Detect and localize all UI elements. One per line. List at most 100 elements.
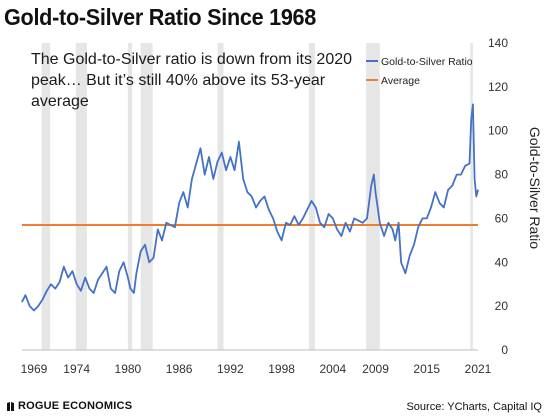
ratio-point	[349, 230, 351, 233]
x-tick-label: 2015	[413, 362, 440, 376]
ratio-series	[21, 103, 479, 312]
ratio-point	[251, 195, 253, 198]
ratio-point	[255, 206, 257, 209]
ratio-point	[246, 191, 249, 193]
ratio-point	[373, 173, 375, 176]
ratio-point	[345, 222, 347, 224]
ratio-point	[105, 266, 108, 268]
ratio-point	[263, 195, 266, 198]
brand: ROGUE ECONOMICS	[6, 400, 132, 412]
shaded-period-4	[217, 43, 224, 350]
ratio-point	[272, 217, 274, 220]
ratio-point	[430, 206, 432, 209]
legend-label: Average	[381, 75, 420, 87]
ratio-point	[336, 228, 338, 230]
ratio-point	[302, 217, 304, 220]
ratio-point	[152, 257, 155, 259]
ratio-point	[174, 226, 176, 228]
x-tick-label: 1980	[115, 362, 142, 376]
ratio-point	[434, 191, 436, 193]
ratio-point	[33, 309, 35, 312]
ratio-point	[129, 288, 132, 290]
ratio-point	[84, 277, 86, 279]
ratio-point	[114, 292, 116, 294]
ratio-point	[477, 189, 479, 191]
ratio-point	[187, 206, 189, 209]
ratio-point	[140, 250, 142, 252]
ratio-point	[157, 228, 159, 230]
ratio-point	[451, 184, 453, 187]
ratio-point	[71, 270, 73, 272]
x-tick-label: 1969	[21, 362, 48, 376]
ratio-point	[447, 189, 449, 191]
ratio-point	[58, 281, 61, 283]
source-note: Source: YCharts, Capital IQ	[406, 401, 542, 413]
ratio-point	[460, 173, 462, 176]
ratio-point	[268, 209, 270, 211]
shaded-period-2	[127, 43, 133, 350]
y-tick-label: 20	[495, 299, 509, 313]
ratio-point	[165, 222, 167, 224]
ratio-point	[379, 222, 381, 224]
ratio-point	[353, 217, 355, 220]
x-tick-label: 1992	[217, 362, 244, 376]
ratio-point	[374, 191, 377, 193]
y-tick-label: 80	[495, 168, 509, 182]
ratio-point	[285, 222, 287, 224]
ratio-point	[332, 217, 334, 220]
ratio-point	[394, 239, 396, 241]
ratio-point	[41, 298, 44, 301]
x-axis: 1969 1974 1980 1986 1992 1998 2004 2009 2015 2021	[21, 349, 492, 376]
ratio-point	[293, 215, 296, 217]
ratio-point	[29, 305, 31, 307]
ratio-point	[110, 288, 112, 290]
ratio-point	[204, 173, 206, 176]
x-tick-label: 1974	[63, 362, 90, 376]
ratio-point	[400, 261, 402, 263]
shaded-period-6	[366, 43, 380, 350]
ratio-point	[133, 292, 135, 294]
x-tick-label: 2021	[465, 362, 492, 376]
ratio-point	[404, 272, 407, 274]
ratio-point	[357, 220, 360, 222]
legend-label: Gold-to-Silver Ratio	[381, 56, 473, 68]
shaded-period-1	[75, 43, 87, 350]
ratio-point	[417, 226, 419, 228]
ratio-point	[340, 235, 342, 237]
brand-name: ROGUE ECONOMICS	[18, 400, 133, 412]
ratio-point	[464, 165, 466, 167]
ratio-point	[195, 163, 197, 165]
x-tick-label: 2004	[319, 362, 346, 376]
chart-annotation: The Gold-to-Silver ratio is down from it…	[31, 51, 353, 110]
ratio-point	[63, 266, 65, 268]
ratio-point	[421, 217, 424, 220]
shaded-period-5	[308, 43, 315, 350]
y-tick-label: 0	[501, 343, 508, 357]
ratio-point	[234, 169, 236, 171]
ratio-point	[383, 235, 385, 237]
ratio-point	[443, 206, 445, 209]
ratio-point	[470, 119, 472, 121]
ratio-point	[475, 195, 477, 198]
ratio-point	[208, 156, 210, 158]
ratio-point	[370, 184, 372, 187]
shaded-period-7	[470, 43, 473, 350]
ratio-point	[426, 217, 428, 220]
ratio-point	[413, 244, 415, 246]
x-tick-label: 1998	[268, 362, 295, 376]
ratio-point	[298, 224, 300, 226]
ratio-point	[37, 305, 39, 307]
y-tick-label: 40	[495, 255, 509, 269]
ratio-point	[93, 292, 95, 294]
ratio-point	[216, 160, 219, 163]
ratio-point	[280, 239, 283, 241]
ratio-point	[456, 173, 458, 176]
ratio-point	[472, 103, 474, 105]
ratio-point	[135, 272, 138, 274]
ratio-point	[409, 255, 411, 257]
ratio-point	[221, 152, 223, 154]
ratio-point	[50, 283, 52, 285]
ratio-point	[212, 178, 214, 180]
y-axis: 0 20 40 60 80 100 120 140	[488, 36, 508, 357]
